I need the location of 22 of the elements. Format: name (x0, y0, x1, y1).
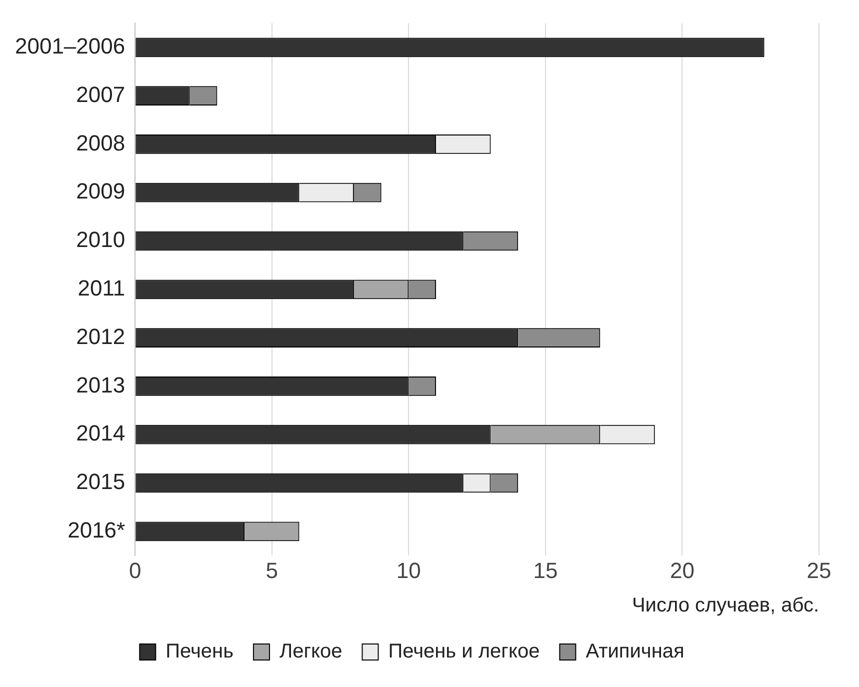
y-tick-label: 2001–2006 (14, 33, 126, 58)
x-tick-label: 25 (806, 558, 832, 583)
y-tick-label: 2012 (76, 324, 126, 349)
x-tick-label: 10 (396, 558, 421, 583)
y-tick-label: 2016* (68, 517, 126, 542)
legend-label: Атипичная (586, 640, 684, 663)
y-tick-label: 2010 (76, 227, 126, 252)
y-tick-label: 2013 (76, 372, 126, 398)
y-tick-label: 2011 (78, 275, 126, 300)
legend-label: Печень (166, 640, 234, 663)
y-tick-label: 2015 (76, 469, 126, 494)
x-tick-label: 5 (266, 558, 278, 583)
y-tick-label: 2009 (76, 178, 126, 204)
x-tick-label: 20 (670, 558, 694, 583)
legend-label: Печень и легкое (388, 640, 540, 663)
x-tick-label: 0 (128, 558, 142, 583)
y-tick-label: 2007 (76, 82, 126, 107)
y-tick-label: 2014 (76, 420, 126, 446)
x-axis-title: Число случаев, абс. (632, 594, 819, 617)
x-tick-label: 15 (533, 558, 558, 583)
y-tick-label: 2008 (76, 130, 126, 156)
legend-label: Легкое (279, 640, 342, 663)
